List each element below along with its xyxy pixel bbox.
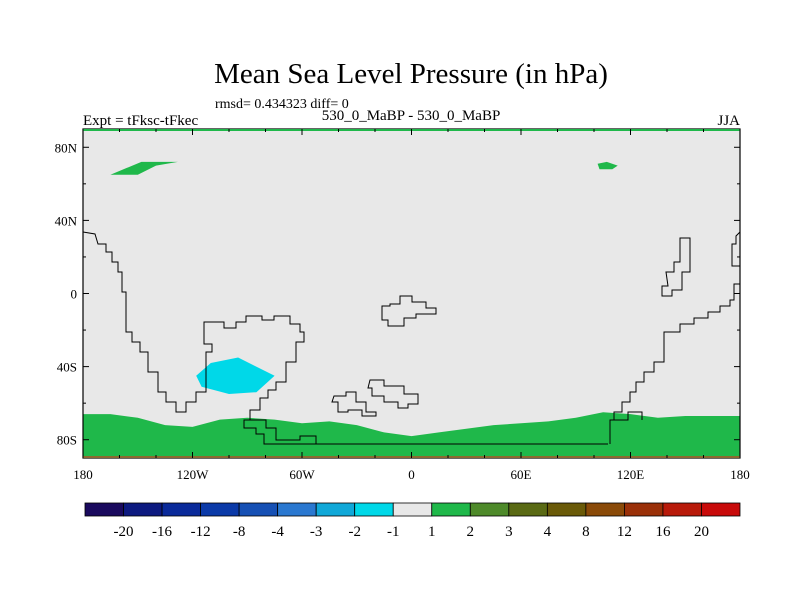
season-label: JJA [717, 113, 740, 129]
y-tick-label: 80S [57, 433, 77, 448]
colorbar-swatch [624, 502, 664, 517]
colorbar-swatch [200, 502, 240, 517]
y-tick-label: 80N [55, 140, 78, 155]
coastline-island-b [331, 391, 377, 417]
x-tick-label: 0 [408, 467, 415, 482]
coastline-antarctic-shelf [250, 411, 643, 444]
coastlines [83, 231, 740, 445]
colorbar-label: 8 [582, 524, 590, 540]
colorbar-label: 2 [467, 524, 475, 540]
negative-anomaly-south-pacific [196, 357, 275, 394]
colorbar-swatch [161, 502, 201, 517]
x-axis: 180 120W 60W 0 60E 120E 180 [73, 129, 750, 482]
colorbar-swatch [701, 502, 741, 517]
x-tick-label: 60E [511, 467, 532, 482]
colorbar-label: -1 [387, 524, 400, 540]
colorbar-label: 12 [617, 524, 632, 540]
neutral-background [83, 129, 740, 458]
colorbar-swatch [469, 502, 510, 517]
map-plot [83, 129, 740, 458]
x-tick-label: 120W [177, 467, 210, 482]
positive-anomaly-siberia [597, 161, 618, 170]
y-axis: 80N 40N 0 40S 80S [55, 140, 740, 448]
colorbar-swatch [585, 502, 625, 517]
y-tick-label: 0 [71, 287, 78, 302]
colorbar-swatch [277, 502, 317, 517]
colorbar-label: 1 [428, 524, 436, 540]
colorbar-swatch [123, 502, 163, 517]
colorbar-label: -4 [271, 524, 284, 540]
colorbar-swatch [431, 502, 471, 517]
colorbar-swatch [392, 502, 433, 517]
positive-anomaly-antarctica [83, 412, 740, 458]
colorbar-label: -8 [233, 524, 246, 540]
coastline-island-a [367, 379, 419, 409]
x-tick-label: 180 [73, 467, 93, 482]
colorbar-label: -16 [152, 524, 172, 540]
experiment-label: Expt = tFksc-tFkec [83, 113, 198, 129]
colorbar-swatch [315, 502, 356, 517]
colorbar-swatch [84, 502, 124, 517]
stats-label: rmsd= 0.434323 diff= 0 [215, 97, 349, 112]
coastline-asia [609, 231, 740, 444]
coastline-americas [83, 231, 608, 445]
colorbar-label: -3 [310, 524, 323, 540]
colorbar-label: 20 [694, 524, 709, 540]
colorbar-label: -2 [348, 524, 361, 540]
x-tick-label: 60W [289, 467, 315, 482]
positive-anomaly-greenland [110, 161, 178, 175]
colorbar-label: -12 [191, 524, 211, 540]
x-tick-label: 120E [617, 467, 645, 482]
colorbar-swatch [546, 502, 587, 517]
chart-title: Mean Sea Level Pressure (in hPa) [214, 58, 608, 90]
colorbar-swatch [354, 502, 394, 517]
coastline-africa [381, 295, 437, 327]
colorbar-label: 3 [505, 524, 513, 540]
colorbar-label: 16 [655, 524, 671, 540]
colorbar-swatch [662, 502, 702, 517]
colorbar-label: -20 [114, 524, 134, 540]
colorbar: -20 -16 -12 -8 -4 -3 -2 -1 1 2 3 4 8 12 16 20 [84, 502, 741, 540]
coastline-east-asia [661, 237, 691, 297]
y-tick-label: 40N [55, 213, 78, 228]
colorbar-swatch [238, 502, 279, 517]
y-tick-label: 40S [57, 360, 77, 375]
colorbar-label: 4 [544, 524, 552, 540]
x-tick-label: 180 [730, 467, 750, 482]
colorbar-swatch [508, 502, 548, 517]
period-label: 530_0_MaBP - 530_0_MaBP [322, 108, 501, 124]
